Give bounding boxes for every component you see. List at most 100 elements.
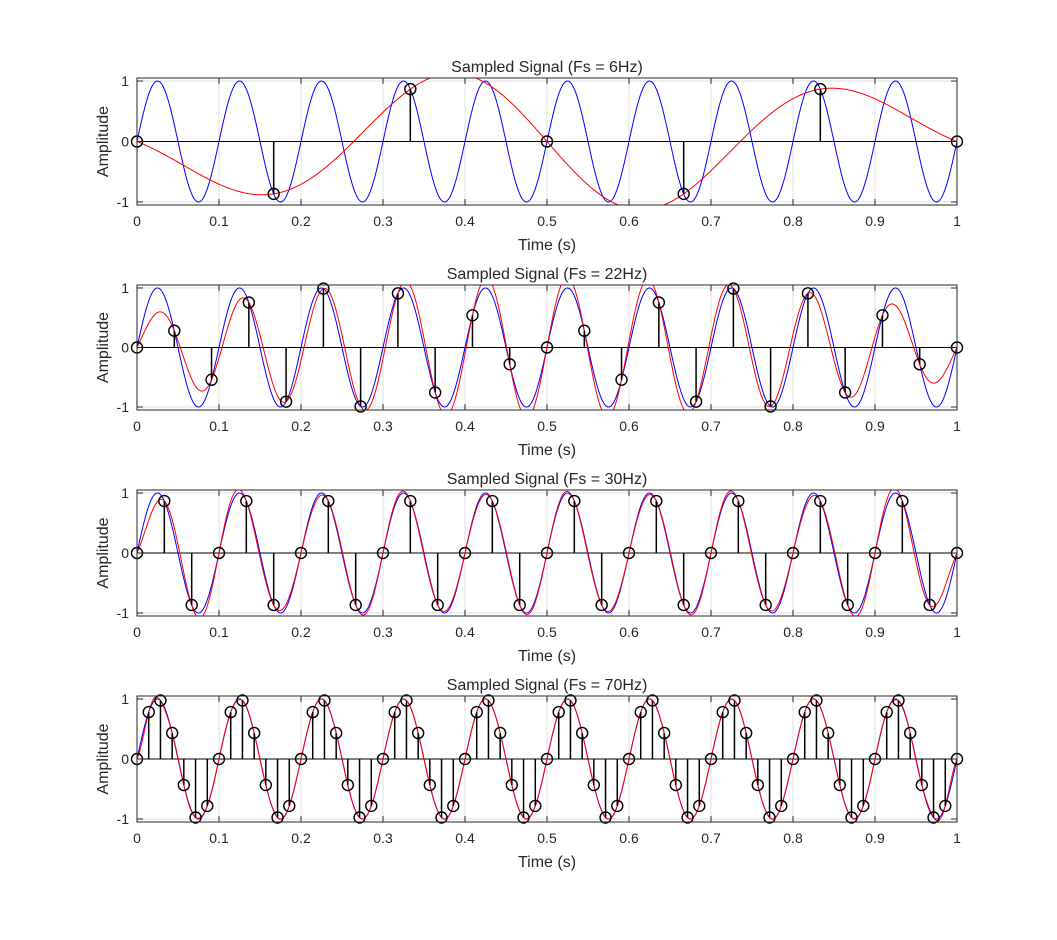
sample-marker — [505, 778, 519, 792]
subplot-2: 0 0.1 0.2 0.3 0.4 0.5 0.6 0.7 0.8 0.9 1-101Sampled… — [95, 266, 964, 459]
y-axis-label: Amplitude — [95, 517, 112, 588]
sample-marker — [279, 395, 293, 408]
sample-marker — [759, 598, 772, 612]
reconstructed-signal-line — [137, 696, 957, 822]
sample-marker — [564, 694, 577, 707]
sample-marker — [517, 811, 530, 824]
x-axis-label: Time (s) — [518, 237, 576, 254]
tick-marks — [136, 285, 958, 410]
x-tick-label: 0.7 — [701, 213, 721, 229]
sample-marker — [704, 752, 718, 766]
sample-marker — [247, 726, 261, 740]
x-tick-label: 0.8 — [783, 418, 803, 434]
sample-marker — [652, 296, 666, 309]
y-tick-label: -1 — [117, 194, 130, 210]
x-tick-label: 0.5 — [537, 418, 557, 434]
sample-marker — [575, 726, 589, 740]
sample-marker — [677, 598, 690, 612]
x-tick-label: 0.5 — [537, 830, 557, 846]
sample-marker — [801, 287, 815, 300]
sample-marker — [404, 82, 417, 96]
sample-marker — [411, 726, 425, 740]
y-tick-label: 0 — [121, 340, 129, 356]
x-tick-label: 0.3 — [373, 624, 393, 640]
x-tick-label: 0.6 — [619, 624, 639, 640]
sample-marker — [142, 705, 155, 719]
sample-marker — [763, 811, 776, 824]
subplot-title: Sampled Signal (Fs = 6Hz) — [451, 59, 643, 76]
sample-marker — [267, 187, 280, 201]
sample-marker — [540, 135, 554, 148]
sample-marker — [224, 705, 237, 719]
sample-marker — [168, 324, 181, 337]
subplot-4: 0 0.1 0.2 0.3 0.4 0.5 0.6 0.7 0.8 0.9 1-101Sampled… — [95, 677, 964, 871]
x-tick-label: 0.4 — [455, 830, 475, 846]
sample-marker — [513, 598, 526, 612]
x-tick-label: 0.2 — [291, 213, 311, 229]
x-tick-label: 0.3 — [373, 213, 393, 229]
sample-marker — [841, 598, 854, 612]
x-tick-label: 1 — [953, 418, 961, 434]
sample-marker — [271, 811, 284, 824]
sample-marker — [595, 598, 608, 612]
sample-marker — [212, 752, 226, 766]
sample-marker — [716, 705, 729, 719]
sample-marker — [786, 546, 800, 560]
sample-marker — [423, 778, 437, 792]
sample-marker — [646, 694, 659, 707]
y-tick-label: 1 — [121, 691, 129, 707]
sample-marker — [503, 358, 516, 371]
x-tick-label: 0.6 — [619, 213, 639, 229]
sample-marker — [306, 705, 319, 719]
subplot-title: Sampled Signal (Fs = 70Hz) — [447, 677, 648, 694]
sample-marker — [939, 799, 952, 813]
sample-marker — [376, 752, 390, 766]
sample-marker — [540, 341, 554, 354]
y-tick-label: 1 — [121, 485, 129, 501]
y-tick-label: -1 — [117, 605, 130, 621]
sample-marker — [903, 726, 917, 740]
sample-marker — [322, 494, 335, 508]
y-tick-label: 1 — [121, 280, 129, 296]
sample-marker — [376, 546, 390, 560]
sample-marker — [259, 778, 273, 792]
sample-marker — [242, 296, 256, 309]
sample-marker — [240, 494, 253, 508]
sample-marker — [923, 598, 936, 612]
x-tick-label: 0.6 — [619, 830, 639, 846]
sample-marker — [341, 778, 355, 792]
sample-marker — [704, 546, 718, 560]
x-tick-label: 1 — [953, 213, 961, 229]
sample-marker — [927, 811, 940, 824]
x-tick-label: 0.8 — [783, 213, 803, 229]
x-axis-label: Time (s) — [518, 854, 576, 871]
sample-marker — [634, 705, 647, 719]
sample-marker — [814, 82, 827, 96]
sample-marker — [689, 395, 703, 408]
x-tick-label: 0.7 — [701, 418, 721, 434]
sample-marker — [650, 494, 663, 508]
sample-marker — [868, 546, 882, 560]
x-tick-label: 0 — [133, 624, 141, 640]
sample-marker — [154, 694, 167, 707]
sample-marker — [611, 799, 624, 813]
sample-marker — [482, 694, 495, 707]
subplot-1: 0 0.1 0.2 0.3 0.4 0.5 0.6 0.7 0.8 0.9 1-101Sampled… — [95, 59, 964, 254]
sample-marker — [447, 799, 460, 813]
x-tick-label: 0 — [133, 213, 141, 229]
sample-marker — [751, 778, 765, 792]
sample-marker — [896, 494, 909, 508]
x-tick-label: 0.1 — [209, 418, 229, 434]
subplot-title: Sampled Signal (Fs = 22Hz) — [447, 266, 648, 283]
y-tick-label: -1 — [117, 399, 130, 415]
y-tick-label: 0 — [121, 545, 129, 561]
x-tick-label: 0 — [133, 830, 141, 846]
subplot-3: 0 0.1 0.2 0.3 0.4 0.5 0.6 0.7 0.8 0.9 1-101Sampled… — [95, 471, 964, 665]
sample-marker — [428, 386, 442, 399]
x-tick-label: 0.4 — [455, 418, 475, 434]
sample-marker — [868, 752, 882, 766]
sample-marker — [349, 598, 362, 612]
sample-marker — [177, 778, 191, 792]
sample-marker — [857, 799, 870, 813]
sample-marker — [880, 705, 893, 719]
